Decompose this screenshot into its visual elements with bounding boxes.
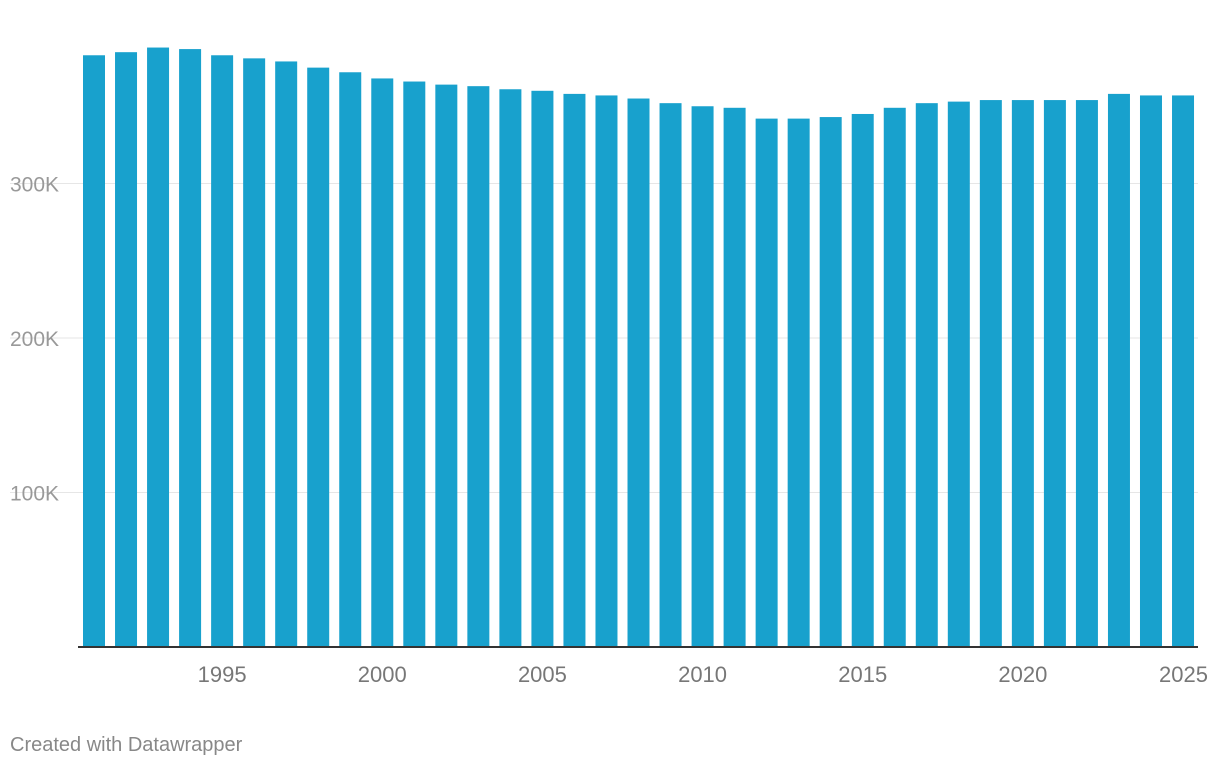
bar-2008 — [627, 98, 650, 647]
bar-2020 — [1011, 100, 1034, 647]
bar-2004 — [499, 89, 522, 647]
bar-2022 — [1075, 100, 1098, 647]
bar-2014 — [819, 117, 842, 647]
bar-2005 — [531, 90, 554, 648]
bar-2018 — [947, 101, 970, 648]
bar-2021 — [1043, 100, 1066, 647]
x-tick-label: 2025 — [1159, 662, 1208, 687]
bar-2002 — [435, 84, 458, 648]
y-axis-tick-labels: 100K 200K 300K — [10, 174, 59, 506]
datawrapper-credit: Created with Datawrapper — [10, 734, 243, 756]
x-tick-label: 2000 — [358, 662, 407, 687]
bar-2016 — [883, 107, 906, 648]
bar-1994 — [179, 49, 202, 647]
x-tick-label: 2010 — [678, 662, 727, 687]
bar-2009 — [659, 103, 682, 647]
bar-2006 — [563, 93, 586, 647]
y-tick-label: 300K — [10, 174, 59, 197]
bar-1998 — [307, 67, 330, 647]
bar-2010 — [691, 106, 714, 647]
x-tick-label: 2015 — [838, 662, 887, 687]
bars — [83, 47, 1195, 648]
bar-1993 — [147, 47, 170, 648]
bar-1991 — [83, 55, 105, 647]
bar-2015 — [851, 113, 874, 648]
x-axis-tick-labels: 1995 2000 2005 2010 2015 2020 2025 — [198, 662, 1208, 687]
bar-2017 — [915, 103, 938, 647]
bar-2023 — [1107, 93, 1130, 647]
bar-2013 — [787, 118, 810, 648]
bar-2003 — [467, 86, 490, 648]
x-tick-label: 2005 — [518, 662, 567, 687]
x-tick-label: 2020 — [998, 662, 1047, 687]
bar-2007 — [595, 95, 618, 647]
y-tick-label: 100K — [10, 483, 59, 506]
bar-2011 — [723, 107, 746, 648]
bar-2000 — [371, 78, 394, 647]
bar-1992 — [115, 52, 138, 648]
bar-2012 — [755, 118, 778, 648]
bar-2019 — [979, 100, 1002, 647]
bar-2024 — [1139, 95, 1162, 647]
bar-1999 — [339, 72, 362, 647]
bar-2001 — [403, 81, 426, 647]
bar-2025 — [1172, 95, 1195, 647]
bar-chart: 100K 200K 300K 1995 2000 2005 2010 2015 2020 202… — [10, 47, 1208, 687]
bar-1997 — [275, 61, 298, 647]
bar-1995 — [211, 55, 234, 647]
bar-1996 — [243, 58, 266, 648]
x-tick-label: 1995 — [198, 662, 247, 687]
y-tick-label: 200K — [10, 328, 59, 351]
